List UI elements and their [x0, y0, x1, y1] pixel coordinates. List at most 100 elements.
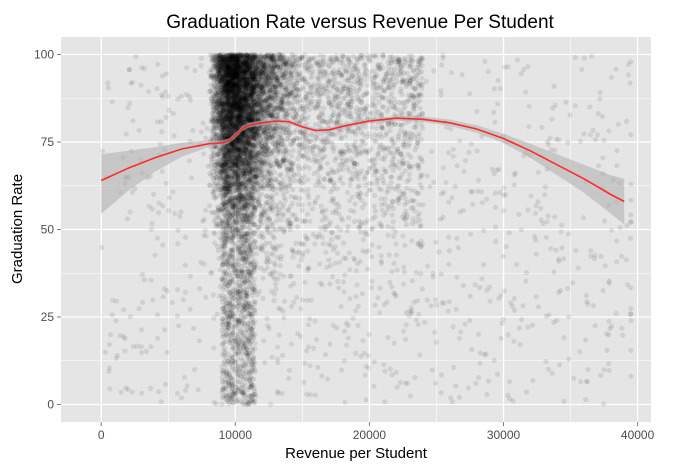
scatter-point: [414, 140, 420, 146]
scatter-point: [242, 130, 248, 136]
scatter-point: [260, 158, 266, 164]
scatter-point: [338, 304, 344, 310]
scatter-point: [542, 192, 548, 198]
scatter-point: [613, 310, 619, 316]
scatter-point: [262, 109, 268, 115]
scatter-point: [127, 314, 133, 320]
scatter-point: [364, 82, 370, 88]
scatter-point: [350, 116, 356, 122]
scatter-point: [385, 232, 391, 238]
scatter-point: [180, 297, 186, 303]
scatter-point: [218, 87, 224, 94]
scatter-point: [225, 90, 231, 96]
scatter-point: [260, 132, 266, 138]
scatter-point: [248, 338, 254, 344]
scatter-point: [219, 201, 225, 208]
scatter-point: [228, 66, 234, 72]
scatter-point: [232, 71, 238, 77]
scatter-point: [460, 282, 467, 289]
scatter-point: [253, 94, 259, 100]
scatter-point: [316, 174, 322, 180]
scatter-point: [284, 172, 291, 178]
scatter-point: [232, 291, 238, 297]
scatter-point: [304, 149, 310, 155]
scatter-point: [312, 241, 318, 247]
scatter-points: [99, 51, 634, 408]
scatter-point: [210, 148, 216, 154]
scatter-point: [380, 88, 386, 94]
scatter-point: [240, 69, 246, 75]
scatter-point: [229, 140, 235, 146]
scatter-point: [290, 147, 296, 154]
scatter-point: [565, 285, 571, 291]
scatter-point: [373, 108, 379, 114]
scatter-point: [280, 352, 286, 358]
scatter-point: [561, 398, 567, 404]
scatter-point: [248, 160, 254, 166]
scatter-point: [494, 371, 500, 377]
scatter-point: [274, 218, 280, 224]
scatter-point: [267, 170, 273, 176]
scatter-point: [401, 328, 407, 334]
scatter-point: [258, 54, 264, 60]
scatter-point: [565, 140, 571, 146]
scatter-point: [277, 79, 283, 86]
scatter-point: [266, 325, 272, 332]
scatter-point: [523, 278, 529, 284]
scatter-point: [373, 125, 379, 131]
scatter-point: [346, 109, 352, 115]
scatter-point: [233, 58, 240, 65]
scatter-point: [166, 195, 173, 201]
scatter-point: [197, 286, 203, 292]
scatter-point: [522, 89, 529, 95]
scatter-point: [487, 298, 493, 304]
scatter-point: [276, 332, 282, 338]
scatter-point: [523, 269, 530, 276]
scatter-point: [209, 68, 215, 74]
scatter-point: [511, 172, 517, 178]
scatter-point: [438, 372, 445, 378]
scatter-point: [286, 375, 292, 382]
scatter-point: [108, 332, 114, 338]
scatter-point: [274, 205, 280, 211]
scatter-point: [589, 53, 595, 59]
scatter-point: [493, 204, 499, 210]
scatter-point: [275, 56, 281, 62]
scatter-point: [227, 186, 233, 192]
scatter-point: [328, 236, 334, 243]
scatter-point: [233, 245, 239, 251]
scatter-point: [220, 90, 226, 96]
scatter-point: [160, 242, 166, 248]
scatter-point: [237, 273, 243, 280]
grid-lines: [61, 37, 651, 422]
scatter-point: [264, 153, 270, 159]
scatter-point: [533, 251, 539, 257]
scatter-point: [341, 358, 347, 364]
scatter-point: [218, 114, 224, 120]
scatter-point: [234, 125, 240, 131]
scatter-point: [293, 53, 299, 59]
scatter-point: [164, 349, 170, 355]
scatter-point: [174, 313, 180, 319]
scatter-point: [245, 81, 251, 87]
scatter-point: [549, 116, 555, 122]
scatter-point: [417, 175, 423, 181]
scatter-point: [353, 149, 359, 155]
scatter-point: [240, 61, 246, 67]
scatter-point: [312, 392, 318, 398]
scatter-point: [276, 90, 282, 96]
scatter-point: [223, 147, 229, 153]
scatter-point: [250, 87, 256, 94]
scatter-point: [580, 215, 587, 221]
scatter-point: [241, 213, 247, 219]
scatter-point: [270, 68, 276, 74]
scatter-point: [526, 124, 532, 130]
scatter-point: [238, 59, 244, 65]
scatter-point: [148, 226, 154, 233]
scatter-point: [353, 294, 359, 300]
scatter-point: [409, 278, 415, 284]
scatter-point: [336, 234, 342, 240]
scatter-point: [216, 293, 223, 299]
scatter-point: [302, 130, 308, 137]
scatter-point: [121, 307, 127, 313]
